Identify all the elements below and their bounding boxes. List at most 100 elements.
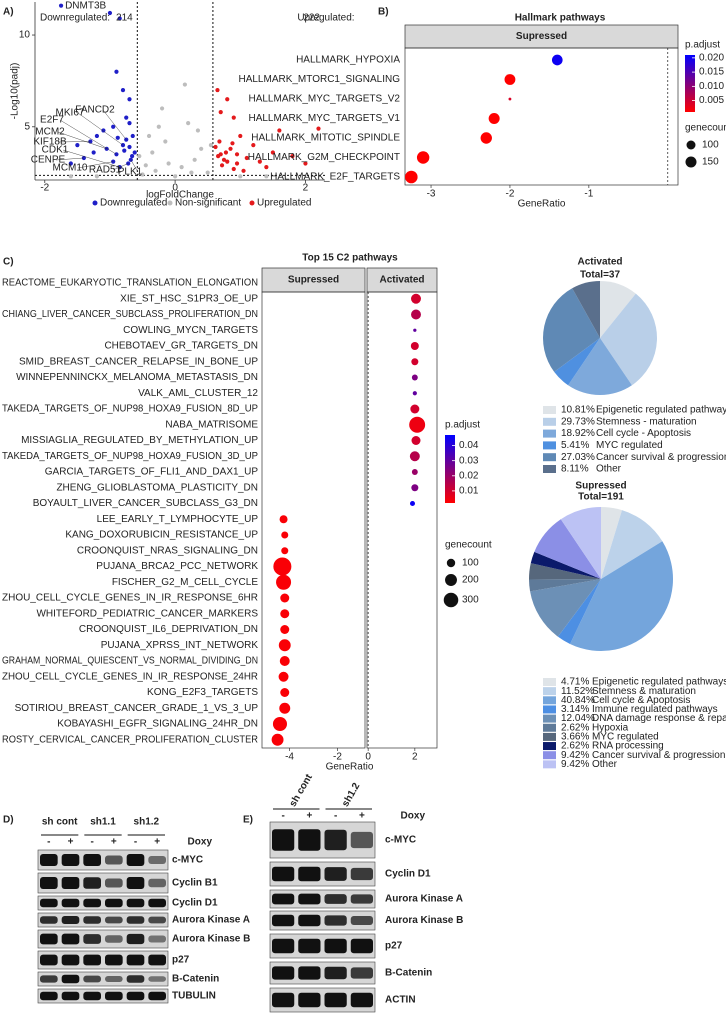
legend-label: Epigenetic regulated pathways bbox=[592, 677, 726, 688]
legend-value: 3.66% bbox=[561, 732, 589, 743]
point bbox=[130, 154, 135, 159]
color-tick-label: 0.04 bbox=[459, 440, 479, 451]
point bbox=[130, 133, 135, 139]
panel-label: D) bbox=[3, 815, 14, 826]
size-key bbox=[685, 156, 697, 168]
blot-band bbox=[324, 894, 347, 904]
legend-swatch bbox=[543, 705, 556, 714]
gene-label: RAD51 bbox=[89, 165, 122, 176]
point bbox=[238, 174, 243, 179]
blot-strip bbox=[269, 889, 376, 909]
point bbox=[137, 154, 142, 159]
x-tick-label: 2 bbox=[303, 183, 309, 194]
color-tick-label: 0.015 bbox=[699, 67, 724, 78]
row-label: NABA_MATRISOME bbox=[165, 419, 258, 430]
legend-title: p.adjust bbox=[445, 420, 480, 431]
blot-band bbox=[272, 938, 295, 954]
group-label: sh1.2 bbox=[340, 781, 363, 809]
legend-swatch bbox=[543, 441, 556, 450]
legend-value: 9.42% bbox=[561, 759, 589, 770]
dot bbox=[411, 293, 421, 304]
gene-label: E2F7 bbox=[40, 115, 64, 126]
blot-band bbox=[83, 898, 101, 908]
blot-band bbox=[148, 976, 166, 982]
point bbox=[140, 172, 145, 177]
pie-slice bbox=[570, 541, 673, 651]
treatment-label: Doxy bbox=[401, 811, 426, 822]
legend-label: Stemness - maturation bbox=[596, 416, 697, 427]
gene-leader bbox=[77, 112, 124, 146]
pie-slice bbox=[543, 288, 600, 372]
x-axis-label: GeneRatio bbox=[326, 762, 374, 773]
protein-label: B-Catenin bbox=[385, 968, 432, 979]
blot-band bbox=[272, 966, 295, 980]
blot-band bbox=[148, 878, 166, 888]
blot-band bbox=[61, 916, 80, 924]
color-tick-label: 0.01 bbox=[459, 486, 479, 497]
point bbox=[218, 110, 223, 115]
protein-label: Aurora Kinase B bbox=[172, 934, 250, 945]
legend-swatch bbox=[543, 760, 556, 769]
row-label: HALLMARK_MYC_TARGETS_V2 bbox=[248, 94, 400, 105]
point bbox=[290, 154, 295, 159]
legend-label: Cell cycle - Apoptosis bbox=[596, 428, 691, 439]
protein-label: B-Catenin bbox=[172, 974, 219, 985]
dot bbox=[488, 112, 500, 125]
legend-value: 9.42% bbox=[561, 750, 589, 761]
dot bbox=[411, 484, 419, 492]
blot-band bbox=[126, 991, 145, 1001]
protein-label: p27 bbox=[172, 955, 190, 966]
blot-band bbox=[350, 831, 373, 849]
point bbox=[120, 87, 126, 93]
row-label: HALLMARK_MYC_TARGETS_V1 bbox=[248, 113, 400, 124]
legend-label: Downregulated bbox=[100, 198, 167, 209]
panel-label: E) bbox=[243, 815, 253, 826]
pie-slice bbox=[530, 579, 601, 637]
facet-label: Supressed bbox=[288, 275, 339, 286]
blot-band bbox=[61, 933, 80, 945]
x-tick-label: -3 bbox=[427, 189, 436, 200]
row-label: ZHOU_CELL_CYCLE_GENES_IN_IR_RESPONSE_6HR bbox=[2, 593, 258, 604]
row-label: WINNEPENNINCKX_MELANOMA_METASTASIS_DN bbox=[16, 372, 258, 383]
blot-band bbox=[272, 829, 295, 851]
lane-label: + bbox=[359, 811, 365, 822]
size-key-label: 100 bbox=[702, 140, 719, 151]
gene-leader bbox=[57, 141, 91, 143]
point bbox=[241, 168, 246, 173]
dot bbox=[508, 97, 512, 101]
gene-label: CDK1 bbox=[42, 145, 69, 156]
blot-band bbox=[83, 954, 101, 966]
size-key-label: 150 bbox=[702, 157, 719, 168]
dot bbox=[411, 435, 421, 446]
blot-band bbox=[298, 829, 321, 851]
point bbox=[221, 157, 227, 162]
size-key bbox=[443, 592, 459, 608]
legend-label: Stemness & maturation bbox=[592, 686, 696, 697]
x-tick-label: -1 bbox=[584, 189, 593, 200]
blot-band bbox=[61, 991, 80, 1001]
row-label: KOBAYASHI_EGFR_SIGNALING_24HR_DN bbox=[57, 719, 258, 730]
legend-swatch bbox=[543, 417, 556, 426]
dot bbox=[271, 733, 284, 746]
x-tick-label: -2 bbox=[40, 183, 49, 194]
blot-band bbox=[105, 935, 123, 943]
blot-strip bbox=[269, 910, 376, 931]
row-label: WHITEFORD_PEDIATRIC_CANCER_MARKERS bbox=[36, 608, 258, 619]
color-tick-label: 0.005 bbox=[699, 95, 724, 106]
dot bbox=[409, 451, 420, 462]
dot bbox=[480, 132, 492, 144]
count-value: 222 bbox=[303, 13, 320, 24]
legend-value: 4.71% bbox=[561, 677, 589, 688]
color-tick-label: 0.020 bbox=[699, 52, 724, 63]
point bbox=[153, 168, 158, 173]
x-tick-label: 0 bbox=[172, 183, 178, 194]
dot bbox=[281, 531, 289, 539]
point bbox=[277, 128, 282, 133]
point bbox=[126, 161, 131, 166]
row-label: GRAHAM_NORMAL_QUIESCENT_VS_NORMAL_DIVIDI… bbox=[2, 656, 258, 667]
blot-band bbox=[83, 934, 101, 944]
legend-swatch bbox=[543, 732, 556, 741]
dot bbox=[409, 416, 426, 433]
point bbox=[230, 141, 235, 146]
row-label: PUJANA_BRCA2_PCC_NETWORK bbox=[96, 561, 258, 572]
